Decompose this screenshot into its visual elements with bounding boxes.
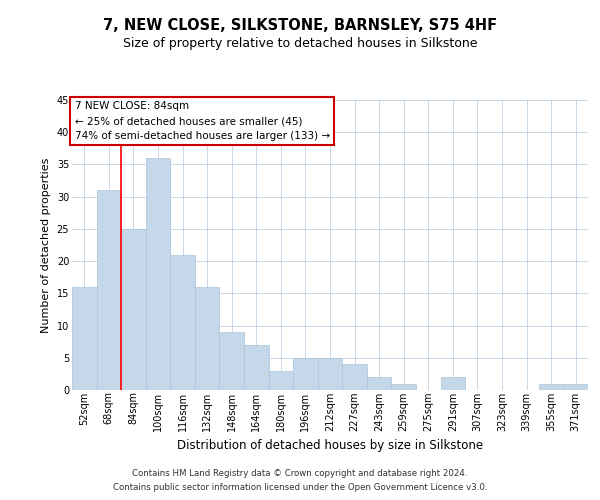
Bar	[391, 384, 416, 390]
Bar	[170, 254, 195, 390]
Bar	[195, 287, 220, 390]
Bar	[97, 190, 121, 390]
Text: Size of property relative to detached houses in Silkstone: Size of property relative to detached ho…	[123, 38, 477, 51]
Bar	[367, 377, 391, 390]
Bar	[539, 384, 563, 390]
Bar	[269, 370, 293, 390]
Bar	[244, 345, 269, 390]
Bar	[121, 229, 146, 390]
Text: Contains public sector information licensed under the Open Government Licence v3: Contains public sector information licen…	[113, 484, 487, 492]
X-axis label: Distribution of detached houses by size in Silkstone: Distribution of detached houses by size …	[177, 439, 483, 452]
Text: 7, NEW CLOSE, SILKSTONE, BARNSLEY, S75 4HF: 7, NEW CLOSE, SILKSTONE, BARNSLEY, S75 4…	[103, 18, 497, 32]
Bar	[72, 287, 97, 390]
Text: Contains HM Land Registry data © Crown copyright and database right 2024.: Contains HM Land Registry data © Crown c…	[132, 468, 468, 477]
Text: 7 NEW CLOSE: 84sqm
← 25% of detached houses are smaller (45)
74% of semi-detache: 7 NEW CLOSE: 84sqm ← 25% of detached hou…	[74, 102, 330, 141]
Y-axis label: Number of detached properties: Number of detached properties	[41, 158, 51, 332]
Bar	[318, 358, 342, 390]
Bar	[440, 377, 465, 390]
Bar	[563, 384, 588, 390]
Bar	[293, 358, 318, 390]
Bar	[342, 364, 367, 390]
Bar	[146, 158, 170, 390]
Bar	[220, 332, 244, 390]
